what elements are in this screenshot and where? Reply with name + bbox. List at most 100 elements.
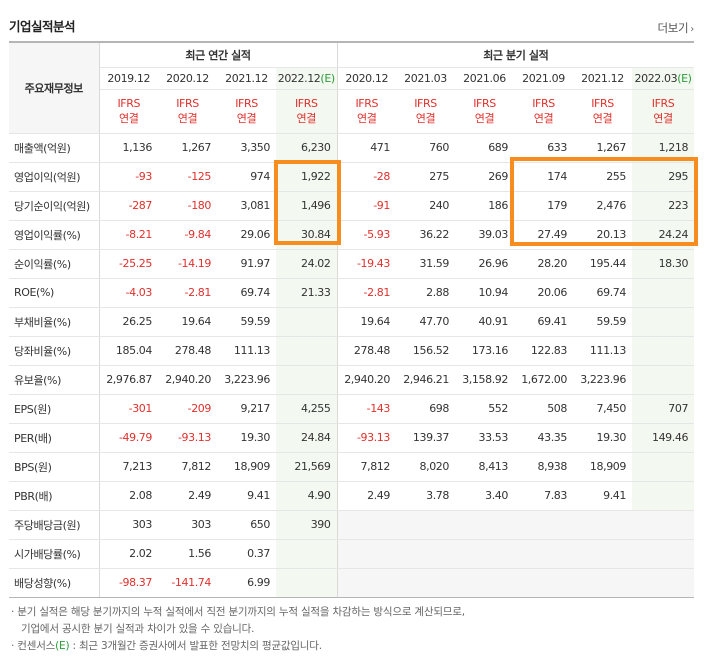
annual-value: 1,267 [158, 132, 217, 163]
annual-value: 390 [276, 509, 338, 540]
header-row-ifrs: IFRS 연결 IFRS 연결 IFRS 연결 IFRS 연결 IFRS 연결 IFRS 연결 IFRS… [9, 89, 695, 134]
annual-value: 69.74 [217, 278, 276, 308]
quarter-value: 28.20 [514, 249, 573, 279]
quarter-value: 19.64 [337, 306, 396, 337]
row-label: PBR(배) [9, 481, 100, 511]
annual-date: 2022.12(E) [276, 67, 338, 90]
annual-value: 1.56 [158, 539, 217, 569]
quarter-value: 3,223.96 [573, 365, 632, 395]
quarter-value: 174 [514, 162, 573, 192]
quarter-value: 240 [396, 191, 455, 221]
row-label: ROE(%) [9, 278, 100, 308]
annual-value: 19.30 [217, 423, 276, 453]
quarter-date: 2022.03(E) [632, 67, 695, 90]
quarter-section-header: 최근 분기 실적 [337, 41, 695, 68]
table-row: 부채비율(%) 26.25 19.64 59.59 19.64 47.70 40.91 69.… [9, 306, 695, 337]
consolidated-label: 연결 [415, 112, 436, 125]
annual-value: 7,812 [158, 452, 217, 482]
annual-value: 185.04 [99, 336, 158, 366]
table-row: 당좌비율(%) 185.04 278.48 111.13 278.48 156.52 173… [9, 336, 695, 366]
quarter-value: 139.37 [396, 423, 455, 453]
annual-value: -141.74 [158, 568, 217, 598]
quarter-value: 18.30 [632, 249, 695, 279]
annual-value: 19.64 [158, 306, 217, 337]
quarter-value: 173.16 [455, 336, 514, 366]
quarter-value: 3.78 [396, 481, 455, 511]
annual-value: 6.99 [217, 568, 276, 598]
table-row: 영업이익(억원) -93 -125 974 1,922 -28 275 269 174 255 29… [9, 162, 695, 192]
annual-value: -2.81 [158, 278, 217, 308]
quarter-date: 2021.09 [514, 67, 573, 90]
row-label: 당좌비율(%) [9, 336, 100, 366]
table-row: BPS(원) 7,213 7,812 18,909 21,569 7,812 8,020 8,… [9, 452, 695, 482]
date-label: 2020.12 [345, 71, 389, 85]
annual-value: 2.49 [158, 481, 217, 511]
table-row: 유보율(%) 2,976.87 2,940.20 3,223.96 2,940.20 2,… [9, 365, 695, 395]
quarter-value: 20.06 [514, 278, 573, 308]
header-row-sections: 주요재무정보 최근 연간 실적 최근 분기 실적 [9, 41, 695, 134]
quarter-value: 8,020 [396, 452, 455, 482]
ifrs-header: IFRS 연결 [276, 89, 338, 134]
annual-value: 2,976.87 [99, 365, 158, 395]
quarter-value: 269 [455, 162, 514, 192]
row-label: 주당배당금(원) [9, 509, 100, 540]
more-label: 더보기 [657, 21, 689, 35]
consolidated-label: 연결 [177, 112, 198, 125]
financial-table: 주요재무정보 최근 연간 실적 최근 분기 실적 2019.12 2020.12 2021… [9, 41, 695, 598]
quarter-date: 2021.12 [573, 67, 632, 90]
ifrs-label: IFRS [532, 97, 555, 110]
ifrs-label: IFRS [235, 97, 258, 110]
quarter-value [632, 568, 695, 598]
quarter-value: 10.94 [455, 278, 514, 308]
table-row: 매출액(억원) 1,136 1,267 3,350 6,230 471 760 689 633 1… [9, 132, 695, 163]
table-row: 배당성향(%) -98.37 -141.74 6.99 [9, 568, 695, 598]
quarter-value [455, 568, 514, 598]
footnote-1-cont: 기업에서 공시한 분기 실적과 차이가 있을 수 있습니다. [21, 623, 255, 635]
ifrs-header: IFRS 연결 [573, 89, 632, 134]
quarter-value [632, 336, 695, 366]
annual-value: 974 [217, 162, 276, 192]
annual-value: 4,255 [276, 393, 338, 424]
quarter-value: 2,476 [573, 191, 632, 221]
annual-value: 24.84 [276, 423, 338, 453]
annual-value: 2.02 [99, 539, 158, 569]
quarter-value [337, 568, 396, 598]
consolidated-label: 연결 [653, 112, 673, 125]
estimate-mark: (E) [677, 71, 692, 85]
annual-value: -287 [99, 191, 158, 221]
row-label: 매출액(억원) [9, 132, 100, 163]
table-row: PBR(배) 2.08 2.49 9.41 4.90 2.49 3.78 3.40 7.83 9.… [9, 481, 695, 511]
annual-value: -93 [99, 162, 158, 192]
highlight-box-annual [274, 160, 341, 245]
annual-value: 3,350 [217, 132, 276, 163]
quarter-value: 18,909 [573, 452, 632, 482]
header-row-dates: 2019.12 2020.12 2021.12 2022.12(E) 2020.12 20… [9, 67, 695, 90]
quarter-value: 295 [632, 162, 695, 192]
quarter-value [337, 539, 396, 569]
ifrs-header: IFRS 연결 [514, 89, 573, 134]
annual-value: 0.37 [217, 539, 276, 569]
quarter-value: 7.83 [514, 481, 573, 511]
footnote-1: · 분기 실적은 해당 분기까지의 누적 실적에서 직전 분기까지의 누적 실적… [11, 606, 465, 618]
date-label: 2021.03 [404, 71, 447, 85]
quarter-value [632, 539, 695, 569]
row-label: 시가배당률(%) [9, 539, 100, 569]
quarter-date: 2021.03 [396, 67, 455, 90]
more-link[interactable]: 더보기 › [657, 20, 694, 36]
consolidated-label: 연결 [357, 112, 377, 125]
annual-value: -301 [99, 393, 158, 424]
annual-value: 91.97 [217, 249, 276, 279]
quarter-value: 278.48 [337, 336, 396, 366]
quarter-value: 508 [514, 393, 573, 424]
annual-value: 3,081 [217, 191, 276, 221]
section-header: 기업실적분석 더보기 › [9, 16, 694, 36]
quarter-value: 275 [396, 162, 455, 192]
quarter-value: 31.59 [396, 249, 455, 279]
annual-value: 1,136 [99, 132, 158, 163]
quarter-value: 122.83 [514, 336, 573, 366]
annual-date: 2019.12 [99, 67, 158, 90]
quarter-value: 2,946.21 [396, 365, 455, 395]
date-label: 2021.12 [225, 71, 268, 85]
quarter-value: 47.70 [396, 306, 455, 337]
annual-value: 24.02 [276, 249, 338, 279]
